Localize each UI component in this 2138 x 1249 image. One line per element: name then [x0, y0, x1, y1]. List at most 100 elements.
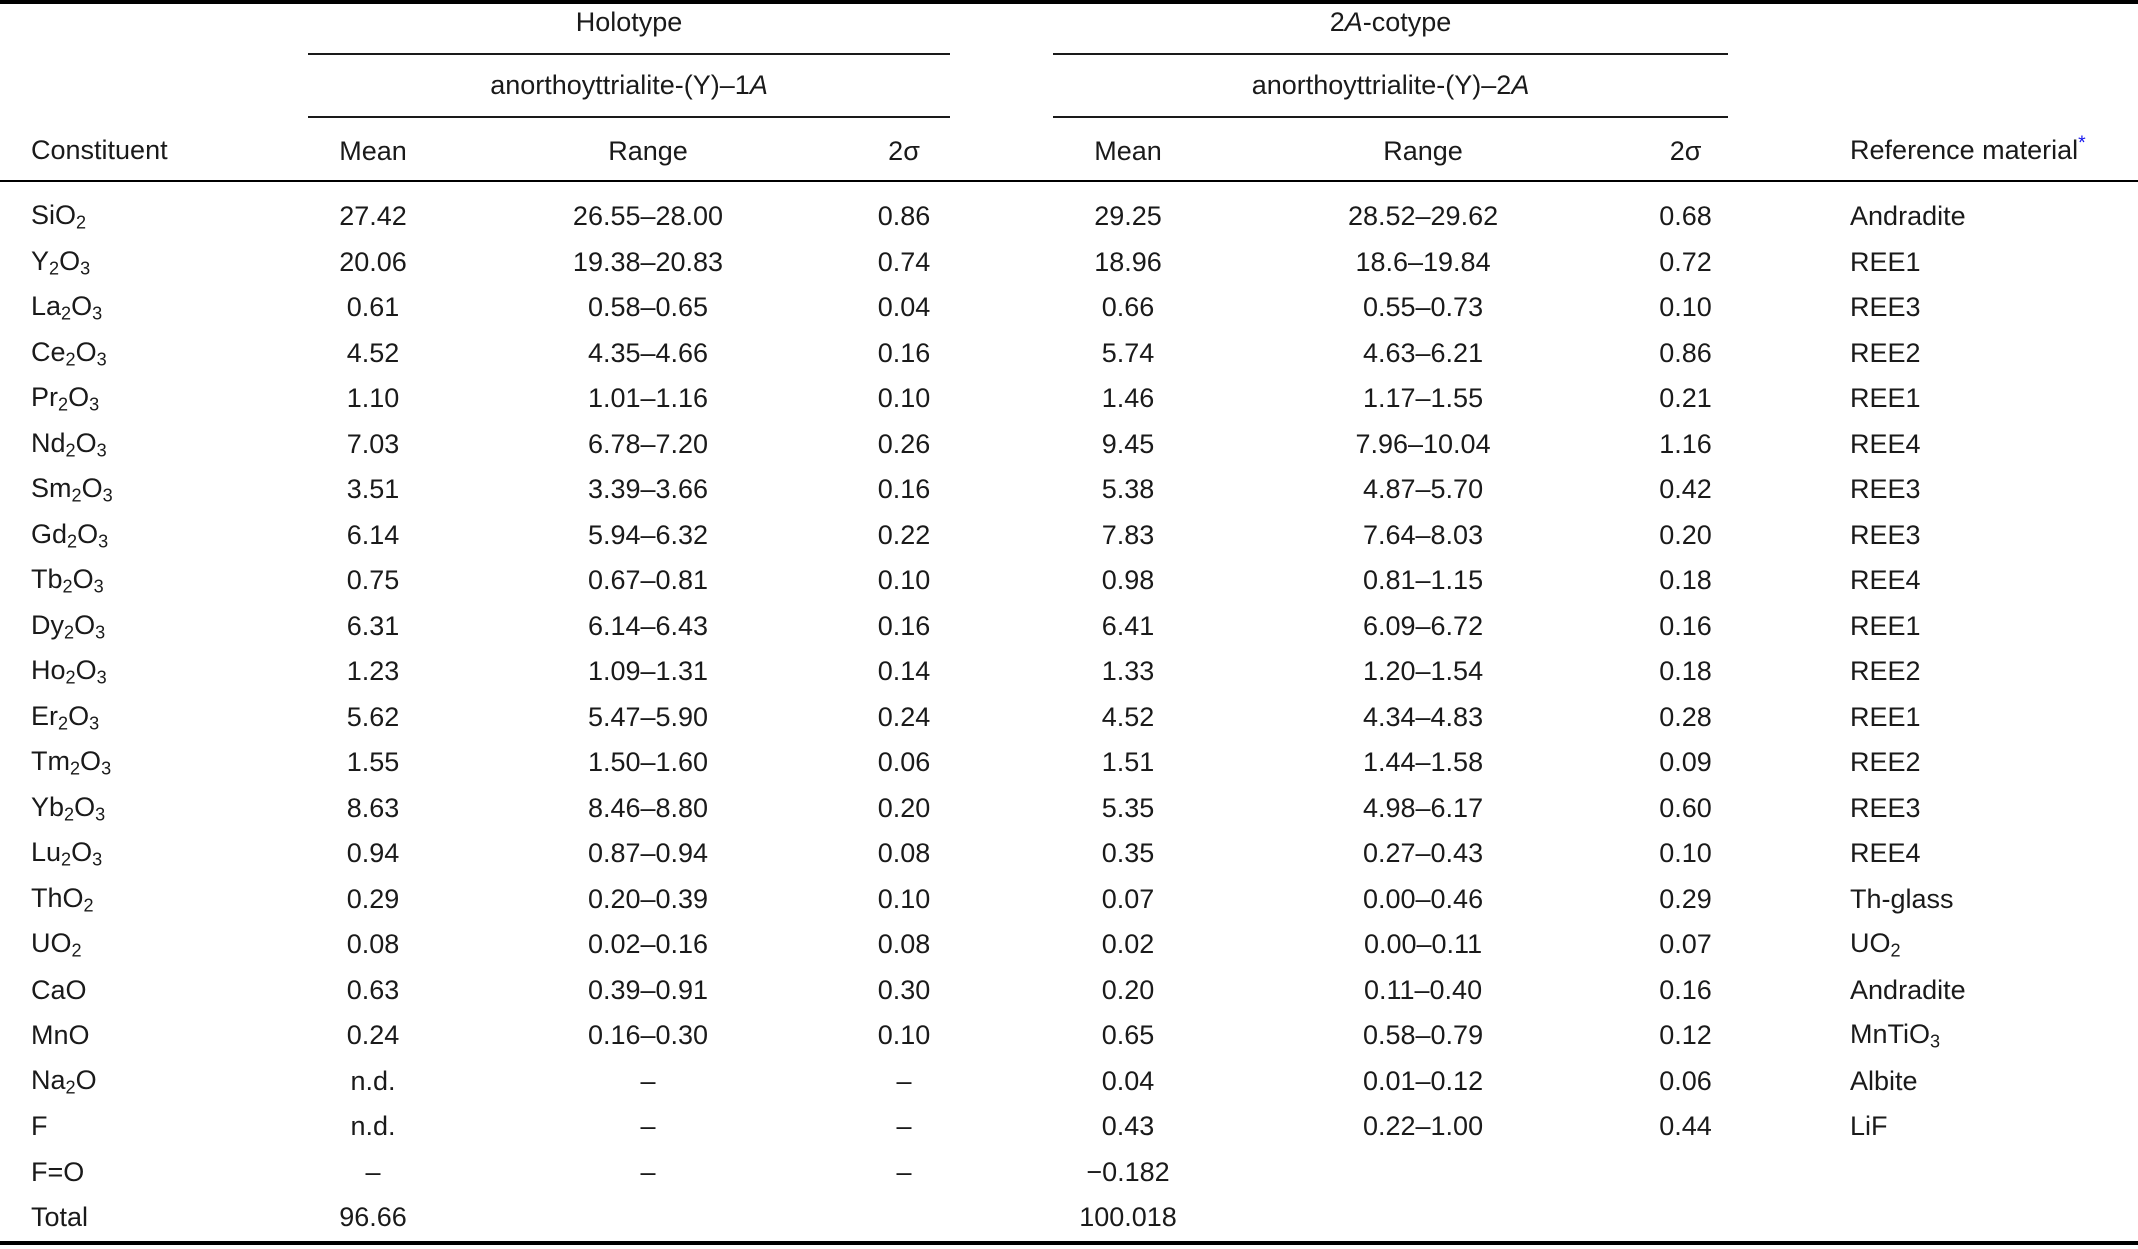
table-row: ThO2 0.29 0.20–0.39 0.10 0.07 0.00–0.46 … [0, 877, 2138, 923]
reference-material-cell: Albite [1850, 1065, 1918, 1096]
constituent-cell: CaO [31, 974, 87, 1005]
holotype-sigma-cell: 0.06 [877, 747, 931, 778]
constituent-cell: La2O3 [31, 291, 103, 324]
holotype-sigma-cell: 0.08 [877, 838, 931, 869]
reference-material-cell [1728, 1195, 2138, 1243]
table-row: Y2O3 20.06 19.38–20.83 0.74 18.96 18.6–1… [0, 240, 2138, 286]
reference-material-cell: REE2 [1850, 337, 1921, 368]
constituent-cell: Ho2O3 [31, 655, 107, 688]
cotype-sigma-cell: 0.60 [1659, 792, 1712, 823]
constituent-cell: Tm2O3 [31, 746, 112, 779]
holotype-mean-cell: 5.62 [346, 701, 400, 732]
cotype-mean-cell: 1.51 [1101, 747, 1155, 778]
table-row: UO2 0.08 0.02–0.16 0.08 0.02 0.00–0.11 0… [0, 922, 2138, 968]
cotype-range-cell: 4.34–4.83 [1362, 701, 1484, 732]
cotype-mean-cell: 18.96 [1094, 246, 1162, 277]
holotype-range-cell: 1.01–1.16 [587, 383, 709, 414]
spacer-cell [950, 1013, 1053, 1059]
spacer-cell [950, 240, 1053, 286]
constituent-cell: Tb2O3 [31, 564, 104, 597]
cotype-range-cell: 0.22–1.00 [1362, 1111, 1484, 1142]
cotype-range-cell: 0.11–0.40 [1363, 974, 1483, 1005]
holotype-range-cell: 26.55–28.00 [572, 201, 724, 232]
cotype-mean-cell: 0.02 [1101, 929, 1155, 960]
holotype-mean-cell: 1.55 [346, 747, 400, 778]
cotype-range-cell: 18.6–19.84 [1355, 246, 1491, 277]
constituent-cell: MnO [31, 1020, 90, 1051]
spacer-cell [950, 558, 1053, 604]
table-row: SiO2 27.42 26.55–28.00 0.86 29.25 28.52–… [0, 181, 2138, 240]
footnote-asterisk-link[interactable]: * [2078, 132, 2086, 154]
cotype-range-cell: 0.00–0.46 [1362, 883, 1484, 914]
cotype-mean-cell: 1.33 [1101, 656, 1155, 687]
cotype-sigma-cell [1643, 1150, 1728, 1196]
holotype-range-cell: 0.20–0.39 [587, 883, 709, 914]
holotype-mineral-label: anorthoyttrialite-(Y)–1A [490, 70, 768, 100]
table-row: Yb2O3 8.63 8.46–8.80 0.20 5.35 4.98–6.17… [0, 786, 2138, 832]
spacer-cell [950, 604, 1053, 650]
holotype-sigma-column-header: 2σ [858, 117, 951, 182]
cotype-sigma-cell: 0.10 [1659, 292, 1712, 323]
cotype-range-cell: 4.98–6.17 [1362, 792, 1484, 823]
holotype-sigma-cell: 0.14 [877, 656, 931, 687]
table-row: Ce2O3 4.52 4.35–4.66 0.16 5.74 4.63–6.21… [0, 331, 2138, 377]
holotype-sigma-cell: 0.86 [877, 201, 931, 232]
cotype-range-cell: 1.44–1.58 [1362, 747, 1484, 778]
cotype-mean-cell: 0.43 [1101, 1111, 1155, 1142]
holotype-mean-cell: 4.52 [346, 337, 400, 368]
table-row: Sm2O3 3.51 3.39–3.66 0.16 5.38 4.87–5.70… [0, 467, 2138, 513]
cotype-mineral-label: anorthoyttrialite-(Y)–2A [1251, 70, 1530, 100]
column-header-row: Constituent Mean Range 2σ Mean Range 2σ … [0, 117, 2138, 182]
holotype-sigma-cell: 0.16 [877, 337, 931, 368]
spacer-cell [950, 1104, 1053, 1150]
holotype-mean-cell: 27.42 [339, 201, 407, 232]
cotype-mean-cell: 1.46 [1101, 383, 1155, 414]
holotype-range-cell: 0.02–0.16 [587, 929, 709, 960]
table-row: Na2O n.d. – – 0.04 0.01–0.12 0.06 Albite [0, 1059, 2138, 1105]
holotype-range-cell: 0.39–0.91 [587, 974, 709, 1005]
reference-material-cell: REE3 [1850, 474, 1921, 505]
cotype-mean-cell: 5.74 [1101, 337, 1155, 368]
reference-material-cell: REE4 [1850, 838, 1921, 869]
spacer-cell [950, 422, 1053, 468]
reference-material-cell: LiF [1850, 1111, 1888, 1142]
cotype-range-cell: 6.09–6.72 [1362, 610, 1484, 641]
reference-material-cell: REE3 [1850, 292, 1921, 323]
holotype-range-cell: 8.46–8.80 [587, 792, 709, 823]
spacer-cell [950, 285, 1053, 331]
cotype-mean-cell: 0.20 [1101, 974, 1155, 1005]
table-row: Nd2O3 7.03 6.78–7.20 0.26 9.45 7.96–10.0… [0, 422, 2138, 468]
table-row: MnO 0.24 0.16–0.30 0.10 0.65 0.58–0.79 0… [0, 1013, 2138, 1059]
reference-material-cell: Andradite [1850, 974, 1966, 1005]
reference-material-cell: REE4 [1850, 565, 1921, 596]
holotype-range-cell: – [640, 1065, 656, 1096]
spacer-cell [950, 877, 1053, 923]
holotype-range-cell: 6.14–6.43 [587, 610, 709, 641]
cotype-mean-cell: 7.83 [1101, 519, 1155, 550]
holotype-mean-cell: 0.94 [346, 838, 400, 869]
table-row: Ho2O3 1.23 1.09–1.31 0.14 1.33 1.20–1.54… [0, 649, 2138, 695]
spacer-cell [950, 831, 1053, 877]
holotype-sigma-cell: 0.16 [877, 610, 931, 641]
spacer-cell [950, 1059, 1053, 1105]
holotype-sigma-cell: 0.30 [877, 974, 931, 1005]
table-row: Pr2O3 1.10 1.01–1.16 0.10 1.46 1.17–1.55… [0, 376, 2138, 422]
constituent-cell: Sm2O3 [31, 473, 113, 506]
holotype-range-cell: 1.50–1.60 [587, 747, 709, 778]
cotype-range-column-header: Range [1203, 117, 1644, 182]
holotype-mean-column-header: Mean [308, 117, 438, 182]
cotype-sigma-cell: 0.68 [1659, 201, 1712, 232]
holotype-mean-cell: 6.31 [346, 610, 400, 641]
cotype-range-cell: 0.81–1.15 [1362, 565, 1484, 596]
table-row: Tm2O3 1.55 1.50–1.60 0.06 1.51 1.44–1.58… [0, 740, 2138, 786]
holotype-mean-cell: 6.14 [346, 519, 400, 550]
constituent-cell: F=O [31, 1156, 85, 1187]
table-body: SiO2 27.42 26.55–28.00 0.86 29.25 28.52–… [0, 181, 2138, 1243]
table-row: La2O3 0.61 0.58–0.65 0.04 0.66 0.55–0.73… [0, 285, 2138, 331]
holotype-mean-cell: 1.10 [346, 383, 400, 414]
reference-material-column-header: Reference material* [1728, 117, 2138, 182]
holotype-range-cell: – [640, 1156, 656, 1187]
cotype-sigma-cell: 0.72 [1659, 246, 1712, 277]
constituent-cell: Total [31, 1202, 89, 1233]
cotype-range-cell: 7.64–8.03 [1362, 519, 1484, 550]
